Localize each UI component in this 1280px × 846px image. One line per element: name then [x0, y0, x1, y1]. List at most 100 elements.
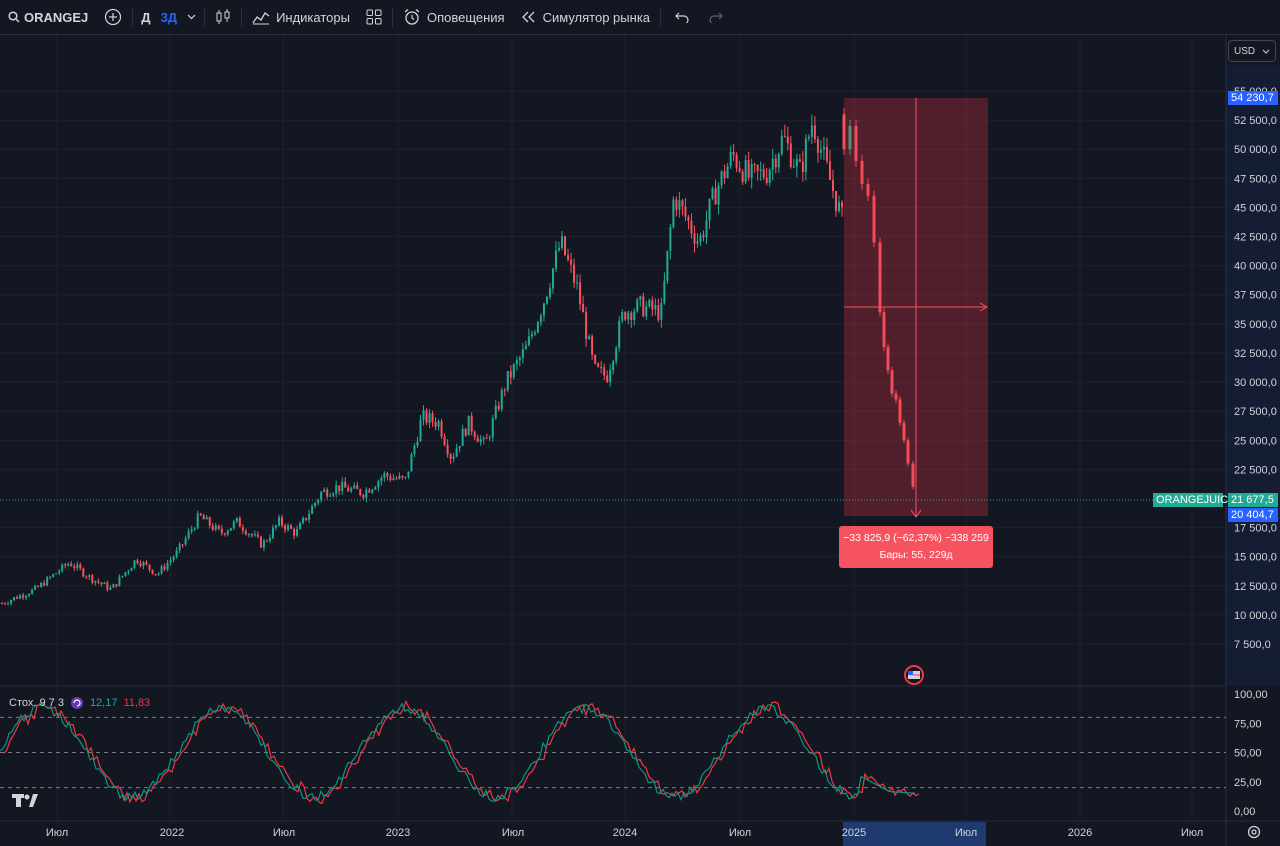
candle-body	[160, 566, 163, 574]
candle-body	[464, 428, 467, 436]
candle-body	[151, 569, 154, 574]
candle-body	[561, 236, 563, 248]
current-price-tag: 21 677,5	[1228, 493, 1278, 507]
gear-icon[interactable]	[1246, 824, 1262, 840]
currency-selector[interactable]: USD	[1228, 40, 1276, 62]
candle-body	[518, 357, 521, 361]
candle-body	[13, 597, 16, 601]
candle-body	[488, 437, 491, 439]
candle-body	[145, 562, 148, 565]
candle-body	[148, 564, 151, 570]
candle-body	[687, 216, 690, 221]
candle-body	[314, 502, 317, 507]
candle-body	[890, 370, 894, 394]
candle-body	[214, 525, 217, 530]
candle-body	[350, 488, 353, 492]
candle-body	[299, 523, 302, 530]
candle-body	[46, 577, 49, 586]
candle-body	[130, 567, 133, 571]
candle-body	[699, 235, 702, 242]
candle-body	[612, 361, 615, 371]
replay-button[interactable]: Симулятор рынка	[513, 0, 658, 34]
candle-body	[43, 582, 46, 586]
chart-type-button[interactable]	[207, 0, 239, 34]
templates-button[interactable]	[358, 0, 390, 34]
candle-body	[765, 177, 768, 183]
candle-body	[573, 264, 576, 283]
refresh-icon[interactable]	[70, 696, 84, 710]
candle-body	[750, 164, 753, 178]
candle-body	[780, 135, 783, 155]
candle-body	[702, 235, 705, 238]
candle-body	[386, 473, 389, 477]
candle-body	[229, 527, 232, 531]
candle-body	[639, 296, 642, 300]
candle-body	[311, 506, 314, 514]
stochastic-legend[interactable]: Стох. 9 7 3 12,17 11,83	[9, 696, 150, 710]
time-axis-label: 2024	[613, 827, 637, 839]
compare-symbol-button[interactable]	[96, 0, 130, 34]
timeframe-day-button[interactable]: Д	[135, 0, 156, 34]
candle-body	[118, 576, 121, 587]
alerts-button[interactable]: Оповещения	[395, 0, 513, 34]
candle-body	[205, 517, 208, 520]
candle-body	[762, 169, 765, 178]
candle-body	[804, 138, 807, 172]
candle-body	[548, 288, 551, 297]
candle-body	[582, 304, 585, 313]
candle-body	[284, 525, 287, 530]
candle-body	[323, 489, 326, 492]
price-tick-label: 22 500,0	[1234, 464, 1277, 476]
candle-body	[732, 151, 735, 155]
timeframe-3day-button[interactable]: 3Д	[157, 0, 182, 34]
measurement-bars: Бары: 55, 229д	[879, 549, 953, 561]
candle-body	[696, 241, 699, 244]
candle-body	[714, 188, 717, 205]
candle-body	[597, 363, 600, 367]
price-tick-label: 7 500,0	[1234, 639, 1271, 651]
candle-body	[241, 527, 244, 531]
candle-body	[353, 485, 356, 489]
candle-body	[115, 584, 118, 587]
stochastic-k-value: 12,17	[89, 697, 118, 709]
flag-marker[interactable]	[904, 665, 924, 685]
candle-body	[64, 564, 67, 566]
candle-body	[633, 311, 636, 321]
candle-body	[615, 347, 618, 362]
candle-body	[344, 481, 347, 488]
undo-button[interactable]	[663, 0, 701, 34]
candle-body	[142, 562, 145, 567]
indicators-button[interactable]: Индикаторы	[244, 0, 358, 34]
price-tick-label: 27 500,0	[1234, 406, 1277, 418]
candle-body	[690, 220, 693, 234]
candle-body	[825, 146, 828, 162]
candle-body	[479, 439, 482, 442]
symbol-search-button[interactable]: ORANGEJ	[0, 0, 96, 34]
candle-body	[609, 370, 612, 383]
candle-body	[332, 493, 335, 496]
price-chart[interactable]: 55 000,052 500,050 000,047 500,045 000,0…	[0, 35, 1280, 846]
tradingview-logo	[12, 794, 38, 807]
candle-body	[404, 476, 407, 478]
timeframe-dropdown-button[interactable]	[181, 0, 202, 34]
indicators-icon	[252, 12, 270, 25]
measurement-change: −33 825,9 (−62,37%) −338 259	[843, 532, 989, 544]
candle-body	[810, 125, 813, 137]
candle-body	[564, 236, 567, 255]
candle-body	[329, 495, 332, 497]
candle-body	[347, 487, 350, 492]
candle-body	[133, 560, 136, 568]
candle-body	[503, 389, 506, 391]
measure-arrow-right	[979, 302, 989, 312]
candle-body	[627, 312, 630, 320]
candle-body	[407, 471, 410, 477]
candle-body	[681, 200, 684, 207]
candle-body	[163, 566, 166, 570]
candle-body	[521, 349, 524, 358]
stochastic-scale-ticks: 100,00 75,00 50,00 25,00 0,00	[1234, 689, 1268, 818]
redo-button[interactable]	[701, 0, 731, 34]
candle-body	[470, 415, 473, 432]
candle-body	[792, 166, 795, 168]
candle-body	[73, 566, 76, 569]
candle-body	[841, 202, 843, 208]
